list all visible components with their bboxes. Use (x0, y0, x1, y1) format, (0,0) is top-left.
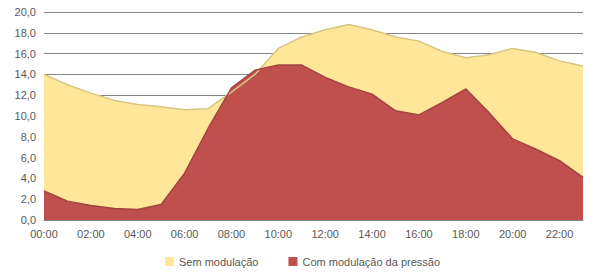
svg-text:20,0: 20,0 (15, 6, 36, 18)
svg-text:20:00: 20:00 (499, 228, 527, 240)
svg-text:12,0: 12,0 (15, 89, 36, 101)
svg-text:Com modulação da pressão: Com modulação da pressão (302, 256, 440, 268)
svg-text:16,0: 16,0 (15, 48, 36, 60)
svg-text:08:00: 08:00 (218, 228, 246, 240)
svg-text:0,0: 0,0 (21, 214, 36, 226)
svg-text:8,0: 8,0 (21, 131, 36, 143)
svg-text:14,0: 14,0 (15, 68, 36, 80)
svg-text:6,0: 6,0 (21, 152, 36, 164)
svg-text:00:00: 00:00 (30, 228, 58, 240)
svg-text:10,0: 10,0 (15, 110, 36, 122)
svg-text:02:00: 02:00 (77, 228, 105, 240)
svg-text:16:00: 16:00 (405, 228, 433, 240)
svg-text:18:00: 18:00 (452, 228, 480, 240)
svg-text:18,0: 18,0 (15, 27, 36, 39)
svg-text:2,0: 2,0 (21, 193, 36, 205)
svg-text:22:00: 22:00 (546, 228, 574, 240)
svg-text:4,0: 4,0 (21, 172, 36, 184)
svg-text:10:00: 10:00 (265, 228, 293, 240)
svg-text:06:00: 06:00 (171, 228, 199, 240)
svg-text:12:00: 12:00 (311, 228, 339, 240)
svg-text:04:00: 04:00 (124, 228, 152, 240)
svg-text:Sem modulação: Sem modulação (179, 256, 259, 268)
svg-text:14:00: 14:00 (358, 228, 386, 240)
